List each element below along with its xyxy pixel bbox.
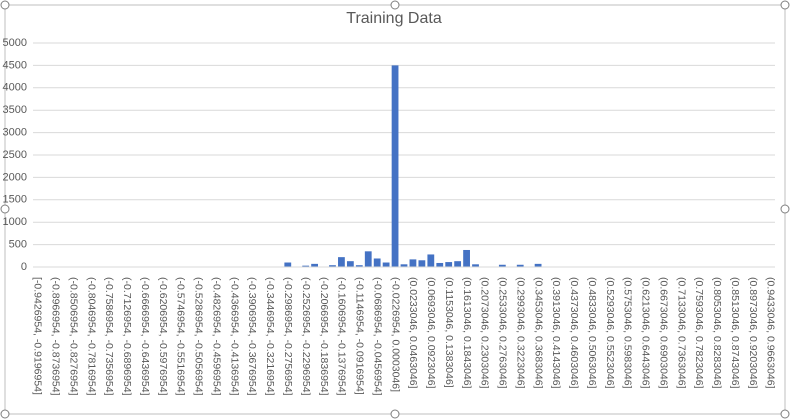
x-tick-label: (-0.7586954, -0.7356954] xyxy=(103,277,115,396)
bar xyxy=(382,262,390,267)
x-tick-label: (-0.2526954, -0.2296954] xyxy=(300,277,312,396)
bar xyxy=(400,264,408,267)
y-tick-label: 0 xyxy=(21,261,27,273)
y-tick-label: 5000 xyxy=(3,37,27,49)
x-tick-label: (-0.3906954, -0.3676954] xyxy=(246,277,258,396)
x-tick-label: (0.1153046, 0.1383046] xyxy=(443,277,455,388)
x-tick-label: (-0.8966954, -0.8736954] xyxy=(50,277,62,396)
bar xyxy=(454,261,462,267)
y-tick-label: 500 xyxy=(9,239,27,251)
bar xyxy=(329,265,336,267)
x-tick-label: (0.8513046, 0.8743046] xyxy=(729,277,741,389)
x-tick-label: (0.4373046, 0.4603046] xyxy=(568,277,580,389)
x-tick-label: (0.2993046, 0.3223046] xyxy=(514,277,526,389)
bar xyxy=(311,263,318,267)
bar xyxy=(436,262,444,267)
bar xyxy=(498,264,506,267)
x-tick-label: (-0.7126954, -0.6896954] xyxy=(121,277,133,396)
bar xyxy=(463,249,470,267)
x-tick-label: (-0.6206954, -0.5976954] xyxy=(157,277,169,396)
x-tick-label: (0.4833046, 0.5063046] xyxy=(586,277,598,389)
x-tick-label: (-0.5286954, -0.5056954] xyxy=(193,277,205,396)
bar xyxy=(373,258,381,267)
y-tick-label: 1500 xyxy=(3,194,27,206)
x-tick-label: (-0.6666954, -0.6436954] xyxy=(139,277,151,396)
x-tick-label: (0.1613046, 0.1843046] xyxy=(461,277,473,389)
x-tick-label: (0.6673046, 0.6903046] xyxy=(657,277,669,389)
x-tick-label: (0.7133046, 0.7363046] xyxy=(675,277,687,389)
x-tick-label: (0.8053046, 0.8283046] xyxy=(711,277,723,389)
x-tick-label: (-0.3446954, -0.3216954] xyxy=(264,277,276,396)
x-tick-label: (-0.0686954, -0.0456954] xyxy=(371,277,383,396)
y-tick-label: 4500 xyxy=(3,59,27,71)
y-tick-label: 3500 xyxy=(3,104,27,116)
x-tick-label: (0.2073046, 0.2303046] xyxy=(479,277,491,389)
bar xyxy=(409,259,417,267)
chart-title: Training Data xyxy=(346,10,442,27)
x-tick-label: (-0.2066954, -0.1836954] xyxy=(318,277,330,396)
x-tick-label: (-0.0226954, 0.0003046] xyxy=(389,277,401,392)
bar xyxy=(355,265,363,267)
y-tick-label: 2000 xyxy=(3,171,27,183)
x-tick-label: (-0.5746954, -0.5516954] xyxy=(175,277,187,396)
bar xyxy=(516,264,524,267)
y-tick-label: 1000 xyxy=(3,216,27,228)
x-tick-label: (-0.8046954, -0.7816954] xyxy=(85,277,97,396)
bar xyxy=(427,254,435,267)
bar xyxy=(364,251,372,267)
bar xyxy=(302,265,310,267)
x-tick-label: (0.7593046, 0.7823046] xyxy=(693,277,705,389)
x-tick-label: (-0.8506954, -0.8276954] xyxy=(67,277,79,396)
bar xyxy=(391,65,399,268)
x-tick-label: (0.5293046, 0.5523046] xyxy=(604,277,616,389)
bar xyxy=(534,263,542,267)
bar xyxy=(284,262,292,267)
y-tick-label: 2500 xyxy=(3,149,27,161)
x-tick-label: (0.0693046, 0.0923046] xyxy=(425,277,437,389)
x-tick-label: (0.3913046, 0.4143046] xyxy=(550,277,562,389)
x-tick-label: [-0.9426954, -0.9196954] xyxy=(32,277,44,395)
x-tick-label: (0.5753046, 0.5983046] xyxy=(622,277,634,389)
x-tick-label: (0.2533046, 0.2763046] xyxy=(497,277,509,389)
x-tick-label: (-0.2986954, -0.2756954] xyxy=(282,277,294,396)
x-tick-label: (0.6213046, 0.6443046] xyxy=(640,277,652,389)
x-tick-label: (-0.4366954, -0.4136954] xyxy=(228,277,240,396)
x-tick-label: (-0.1146954, -0.0916954] xyxy=(354,277,366,395)
bar xyxy=(472,264,479,267)
bar xyxy=(346,261,354,267)
y-tick-label: 3000 xyxy=(3,127,27,139)
x-tick-label: (-0.1606954, -0.1376954] xyxy=(336,277,348,396)
bar xyxy=(338,257,345,267)
x-tick-label: (0.9433046, 0.9663046] xyxy=(765,277,777,389)
x-tick-label: (0.0233046, 0.0463046] xyxy=(407,277,419,389)
x-tick-label: (-0.4826954, -0.4596954] xyxy=(210,277,222,396)
y-tick-label: 4000 xyxy=(3,82,27,94)
bar xyxy=(418,260,426,267)
x-tick-label: (0.3453046, 0.3683046] xyxy=(532,277,544,389)
bar xyxy=(445,262,453,267)
x-tick-label: (0.8973046, 0.9203046] xyxy=(747,277,759,389)
